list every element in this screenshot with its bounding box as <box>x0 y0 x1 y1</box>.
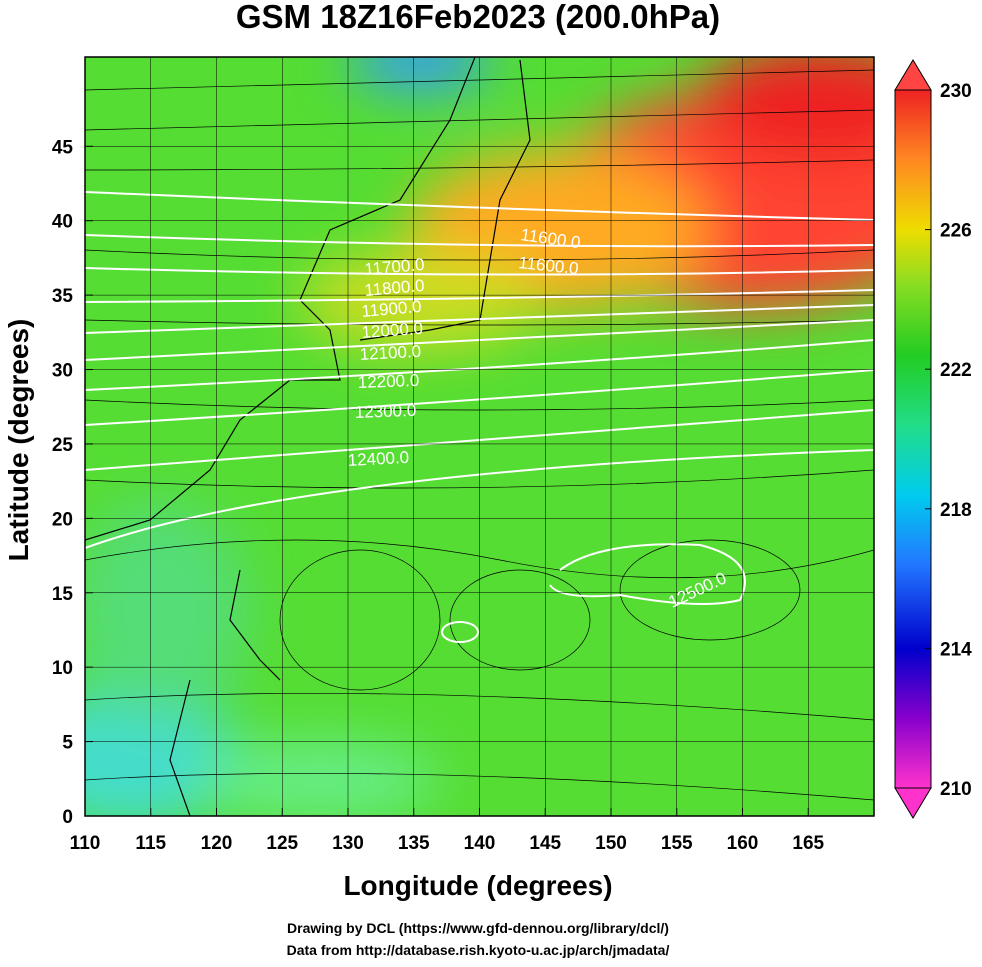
x-tick-label: 130 <box>332 833 364 854</box>
colorbar-tick-label: 226 <box>940 221 972 242</box>
contour-label: 12400.0 <box>347 448 409 470</box>
y-axis-label: Latitude (degrees) <box>3 319 34 562</box>
colorbar-tick-label: 210 <box>940 779 972 800</box>
colorbar <box>894 89 932 789</box>
contour-label: 12300.0 <box>354 401 416 422</box>
x-tick-label: 120 <box>201 833 233 854</box>
x-tick-label: 125 <box>266 833 298 854</box>
x-tick-label: 145 <box>529 833 561 854</box>
colorbar-tick-label: 214 <box>940 639 972 660</box>
y-tick-label: 0 <box>62 807 73 828</box>
x-tick-label: 165 <box>792 833 824 854</box>
colorbar-tick-label: 230 <box>940 81 972 102</box>
colorbar-tick-label: 218 <box>940 500 972 521</box>
colorbar-tick-label: 222 <box>940 360 972 381</box>
contour-label: 12200.0 <box>357 371 419 392</box>
x-axis-label: Longitude (degrees) <box>343 870 612 901</box>
x-tick-label: 135 <box>398 833 430 854</box>
y-tick-label: 35 <box>52 286 74 307</box>
contour-label: 12100.0 <box>359 342 421 364</box>
x-tick-label: 160 <box>727 833 759 854</box>
x-tick-label: 140 <box>464 833 496 854</box>
y-tick-label: 45 <box>52 137 74 158</box>
x-tick-label: 150 <box>595 833 627 854</box>
y-tick-label: 10 <box>52 658 73 679</box>
y-tick-label: 20 <box>52 509 73 530</box>
coastline <box>85 57 531 816</box>
y-tick-label: 25 <box>52 435 74 456</box>
field <box>85 57 874 816</box>
y-tick-label: 40 <box>52 212 73 233</box>
y-tick-label: 30 <box>52 361 73 382</box>
title: GSM 18Z16Feb2023 (200.0hPa) <box>236 0 720 35</box>
colorbar-extend-bottom <box>894 787 932 819</box>
y-tick-label: 5 <box>62 733 73 754</box>
x-tick-label: 115 <box>135 833 166 854</box>
contours <box>85 191 874 643</box>
footer-line: Drawing by DCL (https://www.gfd-dennou.o… <box>287 920 669 936</box>
color-regions <box>85 57 874 816</box>
colorbar-extend-top <box>894 59 932 91</box>
x-tick-label: 155 <box>661 833 693 854</box>
contour-label: 12000.0 <box>361 319 424 342</box>
y-tick-label: 15 <box>52 584 74 605</box>
x-tick-label: 110 <box>70 833 101 854</box>
footer-line: Data from http://database.rish.kyoto-u.a… <box>287 942 670 958</box>
